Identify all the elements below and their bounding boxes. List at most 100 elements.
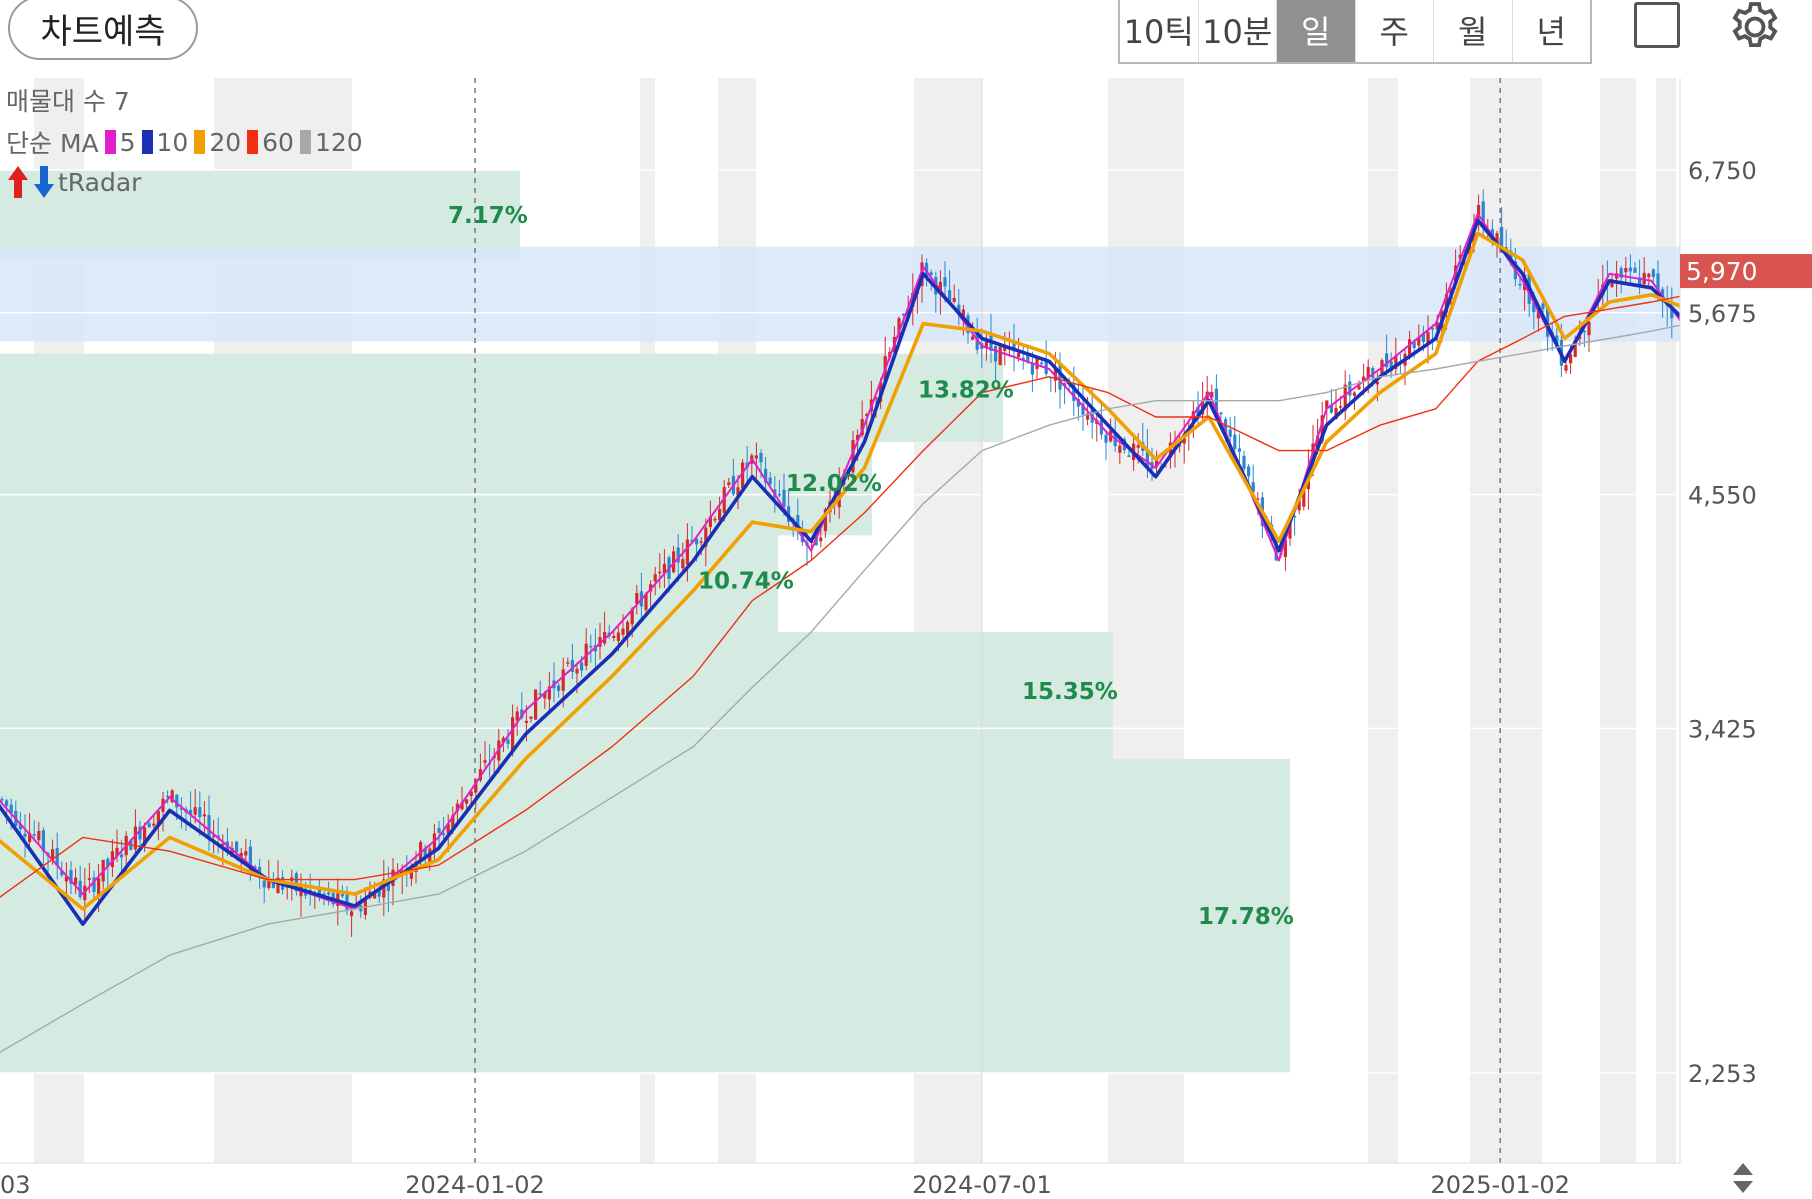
candle-body-2 bbox=[9, 804, 13, 814]
candle-body-49 bbox=[225, 841, 229, 853]
candle-body-205 bbox=[943, 277, 947, 287]
candle-body-340 bbox=[1564, 365, 1568, 371]
candle-body-115 bbox=[529, 716, 533, 719]
candle-body-147 bbox=[676, 547, 680, 563]
candle-body-196 bbox=[902, 313, 906, 316]
ma10-line bbox=[0, 218, 1718, 926]
candle-body-20 bbox=[92, 877, 96, 893]
ma10-swatch bbox=[141, 130, 153, 154]
candle-body-25 bbox=[115, 847, 119, 857]
candle-body-148 bbox=[681, 559, 685, 569]
candle-body-195 bbox=[897, 318, 901, 335]
period-month-button[interactable]: 월 bbox=[1434, 0, 1513, 62]
ma-legend: 단순 MA 5 10 20 60 120 bbox=[6, 124, 363, 160]
candle-body-245 bbox=[1127, 455, 1131, 457]
ma20-label: 20 bbox=[209, 127, 242, 157]
candle-body-326 bbox=[1500, 226, 1504, 250]
candle-body-357 bbox=[1642, 272, 1646, 285]
ma120-line bbox=[0, 315, 1717, 1054]
ma5-label: 5 bbox=[119, 127, 136, 157]
candle-body-345 bbox=[1587, 321, 1591, 336]
date-axis: 03 2024-01-02 2024-07-01 2025-01-02 bbox=[0, 1162, 1812, 1199]
candle-body-225 bbox=[1035, 357, 1039, 369]
volume-band-label-2: 12.02% bbox=[786, 471, 882, 497]
candle-body-268 bbox=[1233, 434, 1237, 450]
candle-body-118 bbox=[543, 692, 547, 699]
candle-body-249 bbox=[1145, 448, 1149, 469]
year-divider-lines bbox=[474, 78, 1501, 1163]
candle-body-102 bbox=[469, 791, 473, 797]
candle-body-251 bbox=[1155, 460, 1159, 467]
candle-body-247 bbox=[1136, 445, 1140, 448]
date-label-2: 2024-07-01 bbox=[912, 1171, 1051, 1199]
gear-icon[interactable] bbox=[1726, 0, 1784, 56]
ma5-swatch bbox=[104, 130, 116, 154]
candle-body-94 bbox=[432, 833, 436, 852]
candle-body-114 bbox=[524, 720, 528, 723]
price-tick-2: 4,550 bbox=[1688, 482, 1757, 510]
candle-body-270 bbox=[1242, 455, 1246, 470]
candle-body-202 bbox=[929, 272, 933, 275]
candle-body-299 bbox=[1375, 381, 1379, 385]
candle-body-133 bbox=[612, 635, 616, 639]
shaded-week-9 bbox=[1600, 78, 1636, 1163]
candle-body-8 bbox=[37, 830, 41, 841]
candle-body-317 bbox=[1458, 254, 1462, 259]
candle-body-282 bbox=[1297, 500, 1301, 511]
candle-body-125 bbox=[575, 668, 579, 674]
candle-body-138 bbox=[635, 593, 639, 604]
candle-body-182 bbox=[837, 481, 841, 508]
period-year-button[interactable]: 년 bbox=[1536, 13, 1566, 51]
candle-body-16 bbox=[74, 877, 78, 885]
period-10min-button[interactable]: 10분 bbox=[1199, 0, 1277, 62]
candle-body-354 bbox=[1628, 267, 1632, 272]
axis-scroll-arrows-icon[interactable] bbox=[1730, 1160, 1756, 1196]
candle-body-266 bbox=[1224, 419, 1228, 437]
candle-body-211 bbox=[971, 336, 975, 340]
volume-band-5 bbox=[0, 758, 1290, 1073]
candle-body-7 bbox=[32, 833, 36, 836]
candle-body-14 bbox=[64, 876, 68, 882]
candle-body-5 bbox=[23, 833, 27, 837]
candle-body-209 bbox=[961, 309, 965, 317]
candle-body-311 bbox=[1431, 327, 1435, 330]
candle-body-236 bbox=[1086, 413, 1090, 420]
candle-body-140 bbox=[644, 593, 648, 610]
candle-body-288 bbox=[1325, 400, 1329, 409]
candle-body-0 bbox=[0, 798, 4, 801]
candle-body-34 bbox=[156, 811, 160, 824]
ma10-label: 10 bbox=[156, 127, 189, 157]
candle-body-83 bbox=[382, 879, 386, 898]
candle-body-233 bbox=[1072, 384, 1076, 401]
candle-body-153 bbox=[704, 527, 708, 547]
period-10tick-button[interactable]: 10틱 bbox=[1120, 0, 1199, 62]
candle-body-269 bbox=[1237, 448, 1241, 452]
candle-body-100 bbox=[460, 802, 464, 810]
candle-body-230 bbox=[1058, 362, 1062, 390]
candle-body-9 bbox=[41, 830, 45, 852]
period-day-button[interactable]: 일 bbox=[1277, 0, 1356, 62]
square-icon[interactable] bbox=[1634, 2, 1680, 48]
candle-body-223 bbox=[1026, 352, 1030, 363]
moving-average-lines bbox=[0, 212, 1718, 1054]
period-week-button[interactable]: 주 bbox=[1356, 0, 1434, 62]
period-selector: 10틱 10분 일 주 월 년 bbox=[1118, 0, 1592, 64]
volume-band-4 bbox=[0, 632, 1113, 759]
candle-body-67 bbox=[308, 889, 312, 892]
candle-body-21 bbox=[97, 878, 101, 897]
candle-body-59 bbox=[271, 880, 275, 888]
candle-body-350 bbox=[1610, 281, 1614, 287]
candle-body-60 bbox=[276, 877, 280, 894]
candle-body-15 bbox=[69, 870, 73, 884]
candle-body-84 bbox=[386, 884, 390, 891]
candle-body-306 bbox=[1408, 339, 1412, 355]
candle-body-152 bbox=[699, 541, 703, 543]
candle-body-293 bbox=[1348, 381, 1352, 396]
price-axis: 6,750 5,675 4,550 3,425 2,253 5,970 bbox=[1679, 78, 1812, 1163]
price-chart[interactable]: 7.17% 13.82% 12.02% 10.74% 15.35% 17.78% 6,75… bbox=[0, 78, 1812, 1199]
candle-body-161 bbox=[741, 462, 745, 489]
candle-body-76 bbox=[350, 911, 354, 917]
candle-body-167 bbox=[768, 477, 772, 485]
chart-predict-button[interactable]: 차트예측 bbox=[8, 0, 198, 60]
candle-body-110 bbox=[506, 739, 510, 744]
